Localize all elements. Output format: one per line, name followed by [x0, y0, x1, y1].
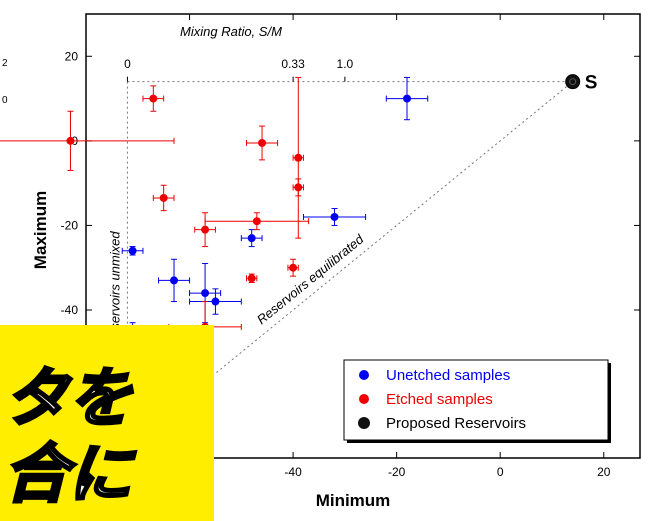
data-point: [247, 274, 256, 283]
data-point: [330, 212, 339, 221]
data-point: [294, 153, 303, 162]
data-point: [149, 94, 158, 103]
data-point: [170, 276, 179, 285]
legend-box: [343, 359, 609, 441]
top-axis-title: Mixing Ratio, S/M: [180, 24, 282, 39]
data-point: [247, 234, 256, 243]
equilibrated-annotation: Reservoirs equilibrated: [254, 231, 367, 327]
plot-frame: [85, 13, 641, 459]
data-point: [201, 225, 210, 234]
y-tick-label: 20: [65, 49, 79, 63]
reservoir-label: S: [585, 73, 598, 94]
data-point: [201, 289, 210, 298]
mixing-ratio-tick-label: 0: [124, 57, 131, 71]
x-tick-label: 0: [497, 465, 504, 479]
legend-marker: [359, 370, 369, 380]
y-tick-label: -40: [61, 303, 79, 317]
overlay-banner-text: タを 合に: [3, 361, 134, 514]
x-tick-label: -20: [388, 465, 406, 479]
data-point: [289, 263, 298, 272]
y-tick-label: -20: [61, 218, 79, 232]
data-point: [211, 297, 220, 306]
data-point: [258, 138, 267, 147]
x-tick-label: -40: [284, 465, 302, 479]
legend-label: Unetched samples: [386, 367, 510, 384]
data-point: [159, 193, 168, 202]
unmixed-annotation: Reservoirs unmixed: [107, 231, 122, 347]
mixing-ratio-tick-label: 0.33: [281, 57, 305, 71]
x-axis-title: Minimum: [316, 491, 391, 510]
legend-label: Etched samples: [386, 391, 493, 408]
data-point: [294, 183, 303, 192]
data-point: [252, 217, 261, 226]
legend-marker: [359, 394, 369, 404]
edge-label-1: 2: [2, 58, 8, 69]
overlay-banner: タを 合に: [0, 325, 214, 521]
edge-label-2: 0: [2, 95, 8, 106]
mixing-ratio-tick-label: 1.0: [337, 57, 354, 71]
x-tick-label: 20: [597, 465, 611, 479]
reservoir-point: [565, 74, 581, 90]
legend-label: Proposed Reservoirs: [386, 415, 526, 432]
data-point: [128, 246, 137, 255]
data-point: [66, 136, 75, 145]
y-axis-title: Maximum: [31, 191, 50, 269]
data-point: [403, 94, 412, 103]
reservoir-ring: [569, 78, 577, 86]
legend-marker: [358, 417, 370, 429]
